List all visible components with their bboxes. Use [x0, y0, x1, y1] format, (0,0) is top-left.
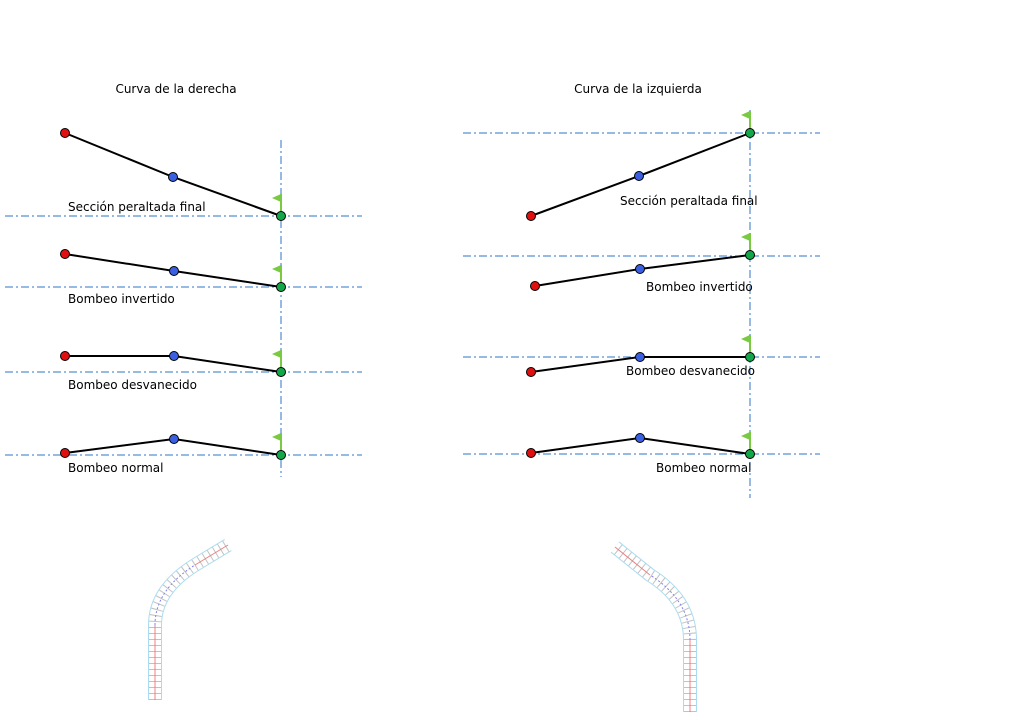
crown-point — [169, 351, 179, 361]
flag-icon — [741, 432, 750, 440]
right-title: Curva de la izquierda — [574, 82, 702, 96]
section-label: Bombeo desvanecido — [68, 378, 197, 392]
crown-point — [635, 264, 645, 274]
section-label: Bombeo invertido — [646, 280, 753, 294]
cross-section: Bombeo invertido — [5, 249, 362, 306]
pivot-point — [276, 367, 286, 377]
pivot-point — [745, 250, 755, 260]
road-plan-right-curve — [148, 539, 232, 700]
edge-point — [60, 448, 70, 458]
crown-point — [169, 266, 179, 276]
edge-point — [60, 128, 70, 138]
pivot-point — [745, 128, 755, 138]
cross-section: Bombeo desvanecido — [463, 335, 820, 378]
crown-point — [635, 352, 645, 362]
pivot-point — [745, 352, 755, 362]
pivot-point — [276, 450, 286, 460]
right-curve-panel: Curva de la derecha Sección peraltada fi… — [5, 82, 362, 477]
cross-section: Bombeo normal — [463, 432, 820, 475]
crown-point — [168, 172, 178, 182]
edge-point — [530, 281, 540, 291]
cross-section: Bombeo invertido — [463, 233, 820, 294]
road-plan-left-curve — [610, 541, 697, 712]
left-title: Curva de la derecha — [115, 82, 236, 96]
edge-point — [526, 367, 536, 377]
flag-icon — [272, 265, 281, 273]
flag-icon — [741, 233, 750, 241]
flag-icon — [272, 350, 281, 358]
crown-point — [634, 171, 644, 181]
flag-icon — [272, 433, 281, 441]
flag-icon — [741, 335, 750, 343]
pivot-point — [745, 449, 755, 459]
cross-section: Bombeo normal — [5, 433, 362, 475]
section-label: Bombeo desvanecido — [626, 364, 755, 378]
section-label: Bombeo normal — [656, 461, 751, 475]
crown-point — [635, 433, 645, 443]
flag-icon — [741, 111, 750, 119]
edge-point — [60, 249, 70, 259]
section-label: Bombeo normal — [68, 461, 163, 475]
cross-section: Sección peraltada final — [463, 111, 820, 221]
pivot-point — [276, 282, 286, 292]
pivot-point — [276, 211, 286, 221]
edge-point — [526, 448, 536, 458]
edge-point — [526, 211, 536, 221]
edge-point — [60, 351, 70, 361]
left-curve-panel: Curva de la izquierda Sección peraltada … — [463, 82, 820, 498]
cross-section: Sección peraltada final — [5, 128, 362, 221]
section-label: Sección peraltada final — [68, 200, 206, 214]
crown-point — [169, 434, 179, 444]
section-label: Bombeo invertido — [68, 292, 175, 306]
flag-icon — [272, 194, 281, 202]
cross-section: Bombeo desvanecido — [5, 350, 362, 392]
section-label: Sección peraltada final — [620, 194, 758, 208]
